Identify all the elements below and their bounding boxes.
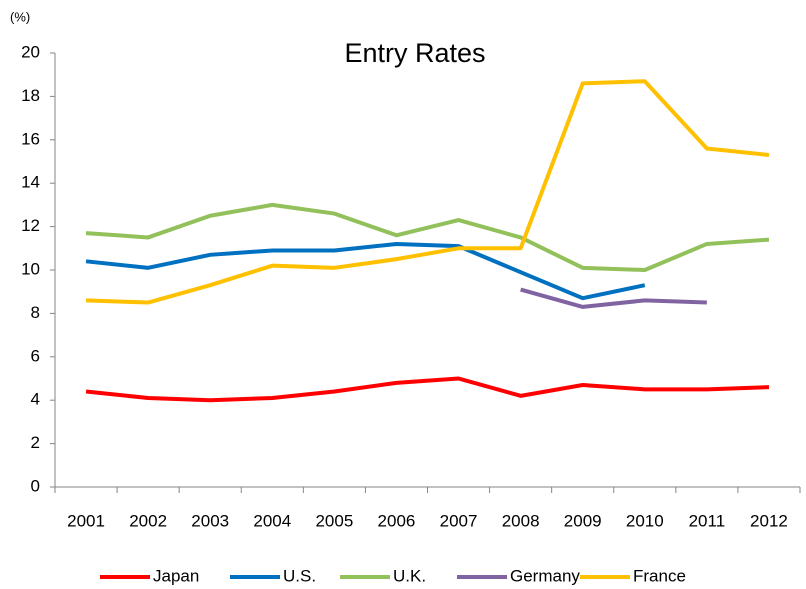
x-tick-label: 2002 [129,511,167,530]
series-line [85,376,770,403]
y-tick-label: 2 [31,433,40,452]
x-tick-label: 2007 [440,511,478,530]
y-unit: (%) [10,9,30,24]
y-tick-label: 10 [21,259,40,278]
x-tick-label: 2001 [67,511,105,530]
x-tick-label: 2008 [502,511,540,530]
x-tick-label: 2012 [750,511,788,530]
series-line [520,287,707,309]
y-tick-label: 4 [31,390,40,409]
legend-label: U.K. [393,566,426,585]
x-tick-label: 2009 [564,511,602,530]
legend-label: U.S. [283,566,316,585]
series-line [85,79,770,305]
legend-label: France [633,566,686,585]
legend-label: Germany [510,566,580,585]
legend-label: Japan [153,566,199,585]
x-tick-label: 2005 [315,511,353,530]
x-tick-label: 2006 [378,511,416,530]
y-tick-label: 20 [21,42,40,61]
x-tick-label: 2004 [253,511,291,530]
y-tick-label: 14 [21,173,40,192]
series-line [85,241,646,301]
y-tick-label: 6 [31,346,40,365]
x-tick-label: 2011 [689,511,726,530]
chart-title: Entry Rates [344,38,485,68]
y-tick-label: 12 [21,216,40,235]
series-line [85,202,770,272]
x-tick-label: 2003 [191,511,229,530]
y-tick-label: 0 [31,476,40,495]
x-tick-label: 2010 [626,511,664,530]
y-tick-label: 18 [21,86,40,105]
y-tick-label: 8 [31,303,40,322]
y-tick-label: 16 [21,129,40,148]
